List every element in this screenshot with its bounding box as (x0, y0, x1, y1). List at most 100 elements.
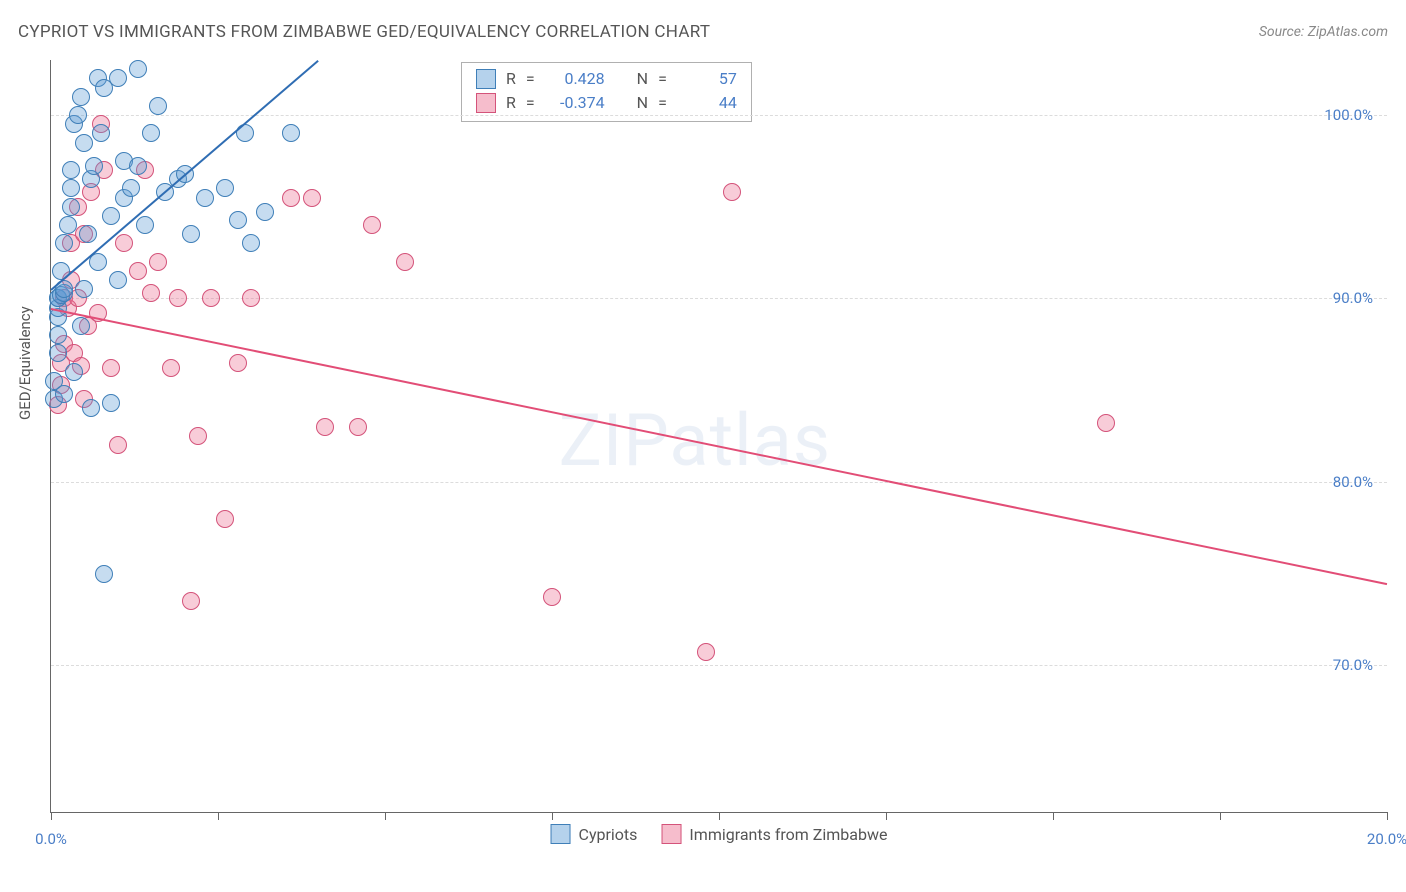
cypriots-point (92, 124, 110, 142)
zimbabwe-point (697, 643, 715, 661)
chart-title: CYPRIOT VS IMMIGRANTS FROM ZIMBABWE GED/… (18, 22, 710, 42)
cypriots-point (136, 216, 154, 234)
legend-item-cypriots: Cypriots (551, 824, 638, 844)
gridline (51, 482, 1387, 483)
y-axis-label: GED/Equivalency (16, 306, 34, 420)
swatch-zimbabwe-bottom (661, 824, 681, 844)
zimbabwe-point (1097, 414, 1115, 432)
r-value-cypriots: 0.428 (545, 67, 605, 91)
zimbabwe-point (202, 289, 220, 307)
cypriots-point (182, 225, 200, 243)
n-value-zimbabwe: 44 (677, 91, 737, 115)
n-label: N (637, 91, 648, 115)
y-tick-label: 80.0% (1333, 473, 1373, 491)
zimbabwe-point (543, 588, 561, 606)
zimbabwe-point (102, 359, 120, 377)
cypriots-point (102, 207, 120, 225)
zimbabwe-point (182, 592, 200, 610)
cypriots-point (229, 211, 247, 229)
zimbabwe-point (115, 234, 133, 252)
zimbabwe-point (242, 289, 260, 307)
source-attribution: Source: ZipAtlas.com (1259, 24, 1388, 40)
gridline (51, 665, 1387, 666)
y-tick-label: 70.0% (1333, 656, 1373, 674)
cypriots-point (62, 198, 80, 216)
x-tick (886, 812, 887, 820)
zimbabwe-point (723, 183, 741, 201)
zimbabwe-point (282, 189, 300, 207)
x-tick-label: 20.0% (1367, 830, 1406, 848)
cypriots-point (69, 106, 87, 124)
cypriots-point (82, 399, 100, 417)
cypriots-point (62, 179, 80, 197)
cypriots-point (129, 60, 147, 78)
equals-sign: = (658, 67, 667, 91)
zimbabwe-point (129, 262, 147, 280)
zimbabwe-point (349, 418, 367, 436)
r-label: R (506, 67, 516, 91)
y-tick-label: 100.0% (1324, 106, 1373, 124)
zimbabwe-point (316, 418, 334, 436)
zimbabwe-point (109, 436, 127, 454)
cypriots-point (122, 179, 140, 197)
zimbabwe-point (189, 427, 207, 445)
zimbabwe-point (169, 289, 187, 307)
legend-row-zimbabwe: R = -0.374 N = 44 (476, 91, 737, 115)
equals-sign: = (526, 67, 535, 91)
legend-label-zimbabwe: Immigrants from Zimbabwe (689, 825, 887, 844)
zimbabwe-trendline (51, 308, 1387, 585)
cypriots-point (242, 234, 260, 252)
zimbabwe-point (162, 359, 180, 377)
legend-item-zimbabwe: Immigrants from Zimbabwe (661, 824, 887, 844)
cypriots-point (109, 69, 127, 87)
x-tick (1053, 812, 1054, 820)
zimbabwe-point (303, 189, 321, 207)
r-label: R (506, 91, 516, 115)
cypriots-point (282, 124, 300, 142)
legend-row-cypriots: R = 0.428 N = 57 (476, 67, 737, 91)
cypriots-point (149, 97, 167, 115)
zimbabwe-point (216, 510, 234, 528)
x-tick-label: 0.0% (35, 830, 67, 848)
cypriots-point (109, 271, 127, 289)
cypriots-point (75, 280, 93, 298)
cypriots-point (79, 225, 97, 243)
equals-sign: = (658, 91, 667, 115)
x-tick (1220, 812, 1221, 820)
n-value-cypriots: 57 (677, 67, 737, 91)
cypriots-point (216, 179, 234, 197)
x-tick (385, 812, 386, 820)
cypriots-point (62, 161, 80, 179)
swatch-cypriots (476, 69, 496, 89)
r-value-zimbabwe: -0.374 (545, 91, 605, 115)
legend-label-cypriots: Cypriots (579, 825, 638, 844)
swatch-cypriots-bottom (551, 824, 571, 844)
cypriots-point (49, 326, 67, 344)
equals-sign: = (526, 91, 535, 115)
plot-area: ZIPatlas R = 0.428 N = 57 R = -0.374 N =… (50, 60, 1387, 813)
cypriots-point (75, 134, 93, 152)
zimbabwe-point (363, 216, 381, 234)
y-tick-label: 90.0% (1333, 289, 1373, 307)
cypriots-point (59, 216, 77, 234)
x-tick (218, 812, 219, 820)
cypriots-point (142, 124, 160, 142)
zimbabwe-point (149, 253, 167, 271)
series-legend: Cypriots Immigrants from Zimbabwe (551, 824, 888, 844)
zimbabwe-point (396, 253, 414, 271)
cypriots-point (55, 385, 73, 403)
cypriots-point (196, 189, 214, 207)
x-tick (552, 812, 553, 820)
cypriots-point (72, 317, 90, 335)
cypriots-point (65, 363, 83, 381)
x-tick (51, 812, 52, 820)
swatch-zimbabwe (476, 93, 496, 113)
zimbabwe-point (229, 354, 247, 372)
cypriots-point (72, 88, 90, 106)
x-tick (719, 812, 720, 820)
n-label: N (637, 67, 648, 91)
cypriots-point (256, 203, 274, 221)
cypriots-point (95, 565, 113, 583)
correlation-legend: R = 0.428 N = 57 R = -0.374 N = 44 (461, 62, 752, 122)
cypriots-point (102, 394, 120, 412)
